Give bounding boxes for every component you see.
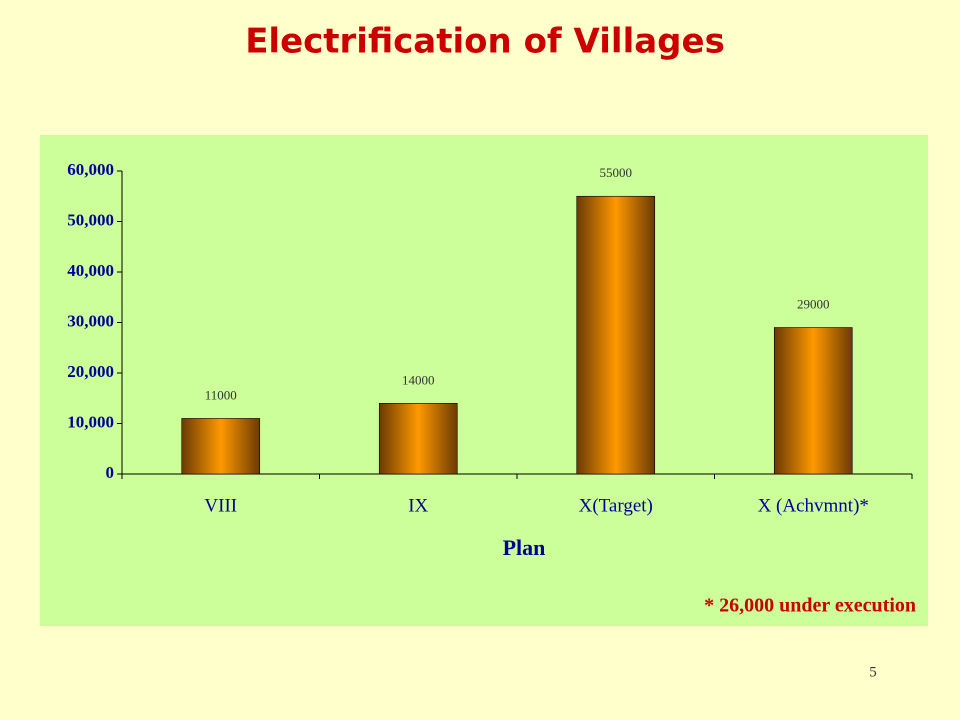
bar [378,402,458,475]
y-tick-label: 0 [106,463,115,482]
y-tick-label: 40,000 [67,261,114,280]
bar [576,195,656,475]
y-tick-label: 60,000 [67,160,114,179]
page-number: 5 [869,664,877,680]
bar [773,327,853,475]
x-tick-label: IX [408,495,428,516]
data-label: 55000 [600,165,633,180]
data-label: 14000 [402,372,435,387]
chart-title: Electrification of Villages [245,22,725,62]
x-tick-label: VIII [204,495,237,516]
x-tick-label: X (Achvmnt)* [758,495,869,516]
x-tick-label: X(Target) [579,495,653,516]
y-tick-label: 30,000 [67,311,114,330]
x-axis-title: Plan [503,535,546,560]
bar [181,418,261,475]
y-tick-label: 50,000 [67,210,114,229]
footnote: * 26,000 under execution [704,595,916,617]
data-label: 11000 [205,387,237,402]
data-label: 29000 [797,297,830,312]
y-tick-label: 10,000 [67,412,114,431]
y-tick-label: 20,000 [67,362,114,381]
